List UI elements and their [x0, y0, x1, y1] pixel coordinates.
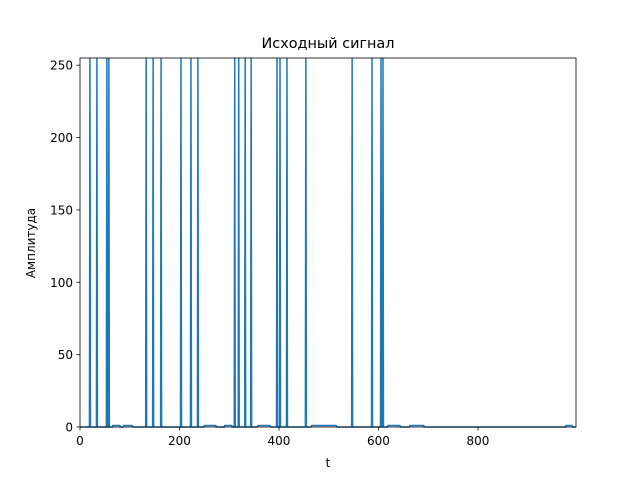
chart-title: Исходный сигнал [262, 36, 395, 52]
x-tick-label: 400 [268, 434, 291, 448]
y-tick-label: 0 [65, 421, 73, 435]
x-tick-label: 200 [168, 434, 191, 448]
y-tick-label: 150 [50, 203, 73, 217]
y-tick-label: 100 [50, 276, 73, 290]
x-axis-label: t [326, 456, 331, 470]
x-tick-label: 600 [367, 434, 390, 448]
y-axis-label: Амплитуда [24, 208, 38, 278]
x-tick-label: 0 [76, 434, 84, 448]
y-tick-label: 50 [58, 348, 73, 362]
y-tick-label: 250 [50, 59, 73, 73]
x-tick-label: 800 [467, 434, 490, 448]
plot-frame [79, 57, 577, 428]
y-tick-label: 200 [50, 131, 73, 145]
